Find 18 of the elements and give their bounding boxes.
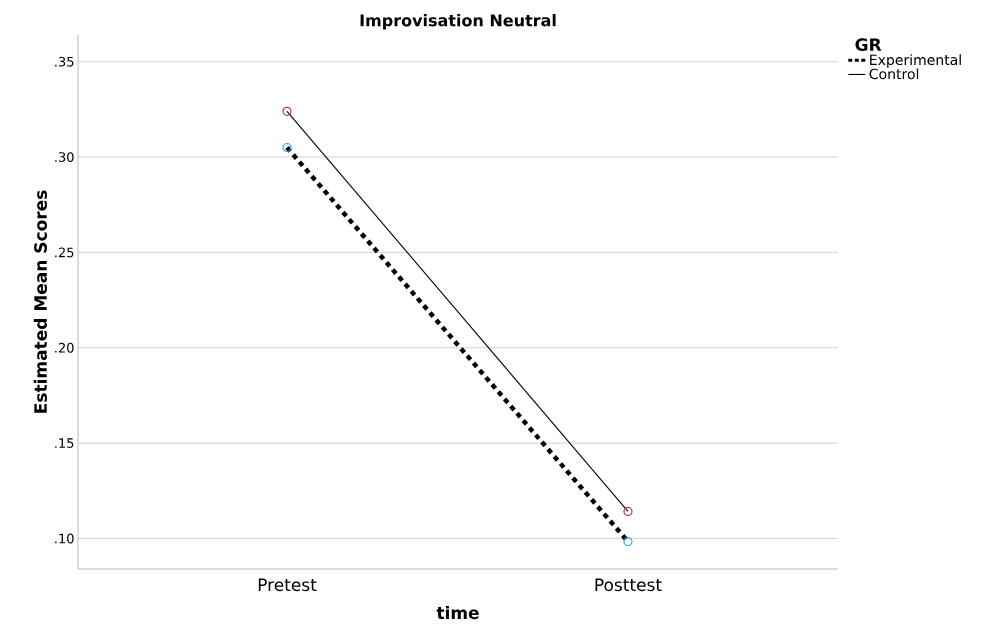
y-axis-title: Estimated Mean Scores: [33, 190, 47, 413]
x-tick-label: Pretest: [258, 578, 317, 592]
y-tick-label: .20: [55, 342, 74, 353]
y-tick-label: .30: [55, 152, 74, 162]
x-axis-title: time: [436, 605, 479, 620]
point: [282, 142, 292, 153]
point: [282, 106, 292, 116]
legend-label: Control: [869, 68, 919, 80]
y-tick-label: .35: [55, 56, 74, 67]
point: [623, 506, 633, 516]
point: [623, 536, 633, 547]
legend-title: GR: [855, 38, 882, 52]
x-tick-label: Posttest: [595, 578, 662, 592]
y-tick-label: .25: [55, 247, 74, 258]
y-tick-label: .10: [55, 533, 74, 544]
chart-title: Improvisation Neutral: [360, 14, 556, 30]
y-tick-label: .15: [55, 438, 74, 448]
legend-label: Experimental: [870, 54, 961, 68]
